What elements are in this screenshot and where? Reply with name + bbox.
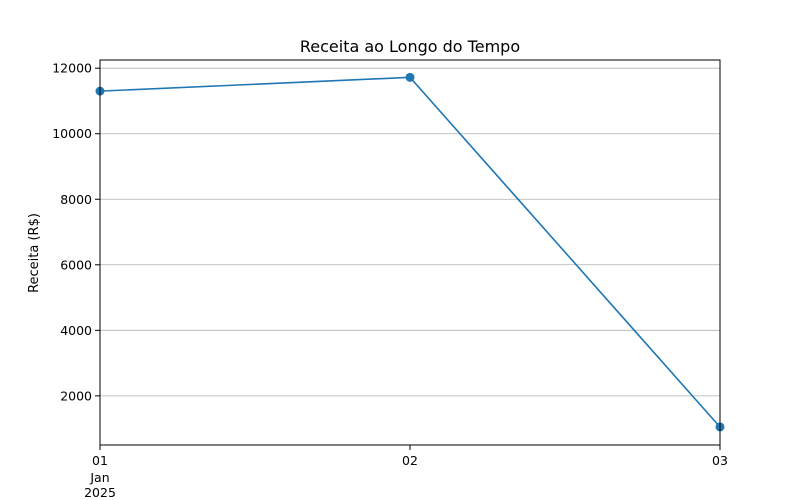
series-layer (95, 72, 725, 432)
gridlines (100, 67, 720, 397)
data-point (405, 72, 415, 82)
y-tick-label: 10000 (52, 126, 92, 141)
series-line (99, 76, 721, 428)
chart-title: Receita ao Longo do Tempo (300, 37, 520, 56)
y-tick-label: 4000 (60, 323, 92, 338)
y-tick-label: 2000 (60, 388, 92, 403)
y-tick-label: 12000 (52, 61, 92, 76)
x-tick-label: 02 (402, 453, 418, 468)
x-tick-sublabel: 2025 (84, 485, 116, 500)
y-tick-label: 6000 (60, 257, 92, 272)
plot-area-frame (99, 59, 721, 446)
x-tick-label: 03 (712, 453, 728, 468)
x-tick-label: 01 (92, 453, 108, 468)
y-axis-label: Receita (R$) (27, 213, 42, 293)
y-tick-label: 8000 (60, 192, 92, 207)
y-axis: 2000 4000 6000 8000 10000 12000 (52, 61, 100, 403)
x-tick-sublabel: Jan (89, 470, 109, 485)
